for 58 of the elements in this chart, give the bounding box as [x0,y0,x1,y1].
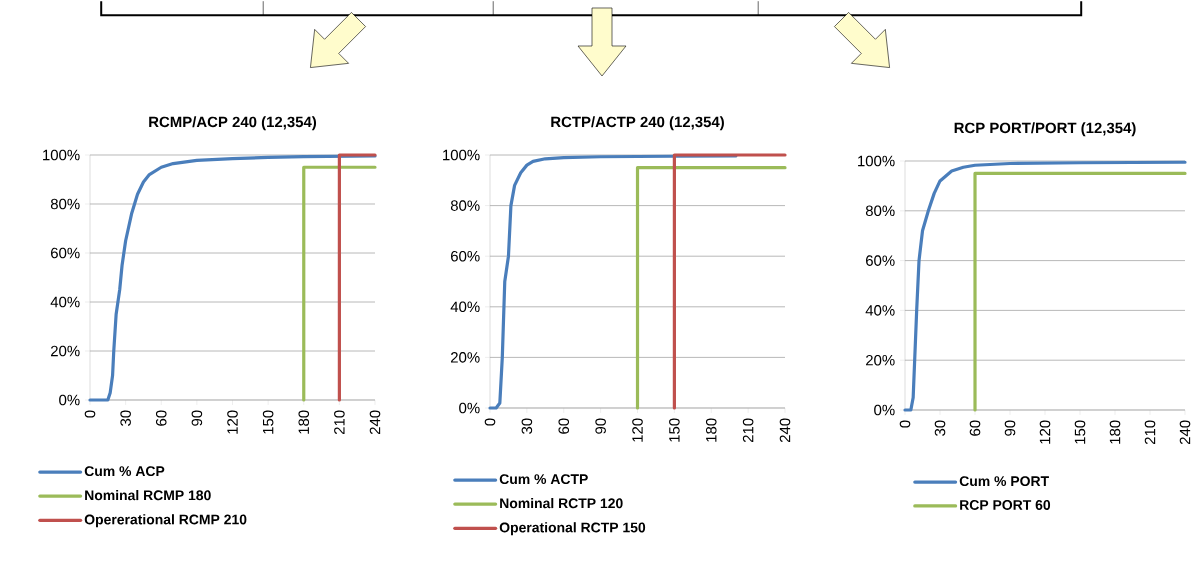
line-series [88,154,377,402]
x-tick-label: 0 [84,410,96,418]
legend-label: Cum % ACP [84,466,165,477]
x-tick-label: 180 [1109,420,1121,444]
x-tick-label: 0 [899,420,911,428]
legend-label: Cum % ACTP [499,474,588,485]
y-tick-label: 20% [451,352,480,363]
y-tick-label: 0% [459,402,480,414]
x-tick-label: 30 [934,420,946,436]
x-tick-label: 210 [742,418,754,443]
chart-title: RCTP/ACTP 240 (12,354) [551,116,724,131]
y-tick-label: 40% [50,296,80,308]
legend-label: Operational RCTP 150 [499,522,646,536]
x-tick-label: 30 [521,418,533,434]
x-tick-label: 60 [558,418,570,434]
y-tick-label: 100% [443,149,480,161]
x-tick-label: 120 [1039,420,1051,444]
y-tick-label: 100% [858,155,895,167]
y-tick-label: 40% [865,305,895,316]
chart-title: RCP PORT/PORT (12,354) [954,122,1136,137]
x-tick-label: 210 [1144,420,1156,445]
y-tick-label: 60% [451,250,480,262]
x-tick-label: 150 [1074,420,1086,444]
x-tick-label: 240 [1179,420,1191,445]
x-tick-label: 210 [334,410,345,435]
y-tick-label: 80% [865,205,895,217]
x-tick-label: 60 [155,410,167,426]
line-series [903,160,1187,412]
x-tick-label: 90 [595,418,606,434]
y-tick-label: 40% [450,301,480,313]
x-tick-label: 180 [705,418,717,442]
x-tick-label: 240 [369,410,381,435]
y-tick-label: 20% [866,354,895,366]
x-tick-label: 120 [227,410,238,434]
y-tick-label: 60% [866,255,895,266]
legend-label: Cum % PORT [959,476,1049,487]
legend-label: RCP PORT 60 [960,499,1051,510]
x-tick-label: 150 [669,418,680,442]
y-tick-label: 0% [59,394,80,406]
legend-label: Nominal RCMP 180 [85,490,211,501]
x-tick-label: 180 [298,410,310,434]
y-tick-label: 80% [450,200,480,211]
legend-label: Nominal RCTP 120 [500,498,623,509]
x-tick-label: 90 [1004,420,1016,436]
x-tick-label: 120 [632,418,643,442]
y-tick-label: 20% [51,345,80,357]
x-tick-label: 60 [969,420,981,436]
legend-label: Opererational RCMP 210 [84,514,247,528]
y-tick-label: 80% [50,198,80,210]
x-tick-label: 90 [191,410,203,426]
y-tick-label: 100% [43,149,80,161]
y-tick-label: 60% [51,247,80,259]
x-tick-label: 30 [120,410,131,426]
x-tick-label: 240 [779,418,791,443]
x-tick-label: 150 [262,410,274,434]
chart-title: RCMP/ACP 240 (12,354) [149,116,317,131]
x-tick-label: 0 [484,418,496,426]
y-tick-label: 0% [874,404,895,416]
